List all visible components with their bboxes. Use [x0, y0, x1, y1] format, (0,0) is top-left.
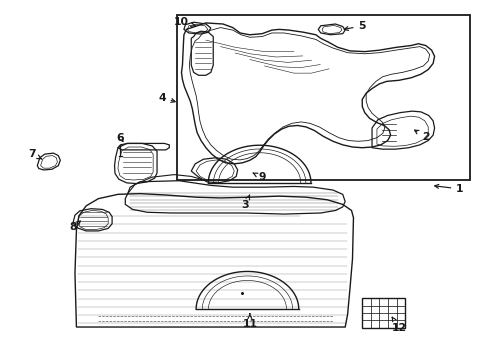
Bar	[362, 298, 405, 328]
Bar	[176, 15, 470, 180]
Text: 5: 5	[344, 21, 366, 31]
Text: 3: 3	[241, 195, 250, 210]
Text: 6: 6	[117, 133, 124, 143]
Text: 4: 4	[158, 93, 175, 103]
Text: 9: 9	[253, 172, 266, 183]
Text: 12: 12	[392, 317, 407, 333]
Text: 2: 2	[415, 130, 430, 142]
Text: 10: 10	[174, 17, 195, 27]
Text: 11: 11	[243, 314, 257, 329]
Text: 7: 7	[28, 149, 42, 159]
Text: 1: 1	[435, 184, 464, 194]
Text: 8: 8	[69, 221, 80, 232]
